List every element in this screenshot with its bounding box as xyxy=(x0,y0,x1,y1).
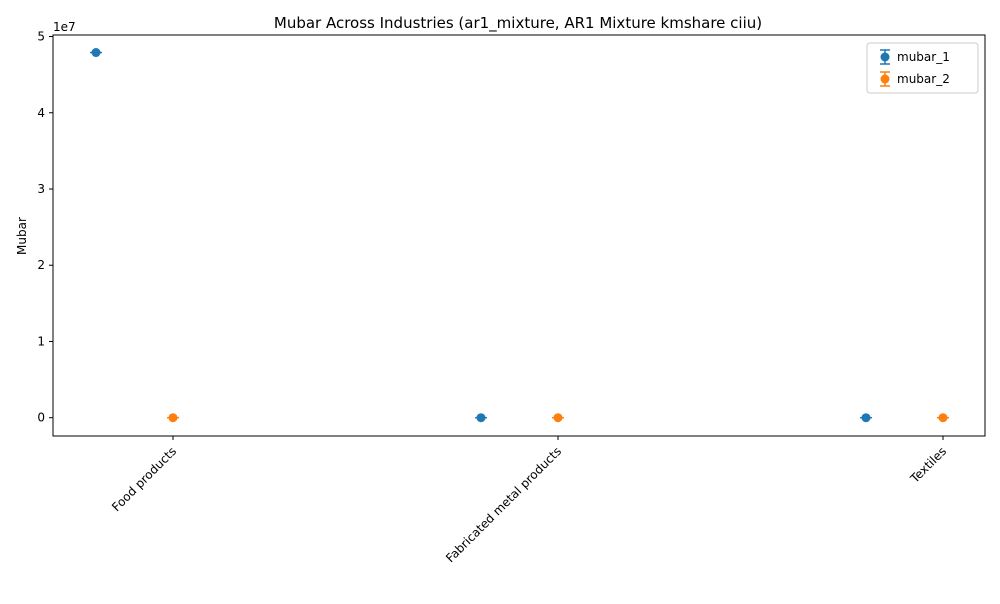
data-point xyxy=(168,413,178,423)
chart-title: Mubar Across Industries (ar1_mixture, AR… xyxy=(274,14,762,33)
series-layer xyxy=(90,48,949,423)
y-tick-label: 0 xyxy=(37,411,45,425)
legend-box xyxy=(866,42,979,94)
data-point xyxy=(861,413,871,423)
y-tick-label: 1 xyxy=(37,334,45,348)
legend-marker xyxy=(880,74,890,84)
y-ticks: 0 1 2 3 4 5 xyxy=(37,30,53,425)
data-point xyxy=(938,413,948,423)
legend-entries: mubar_1 mubar_2 xyxy=(880,49,950,87)
data-point xyxy=(91,48,101,58)
legend-label: mubar_1 xyxy=(897,50,950,64)
y-axis-label: Mubar xyxy=(15,217,29,255)
legend-label: mubar_2 xyxy=(897,72,950,86)
y-tick-label: 3 xyxy=(37,182,45,196)
y-tick-label: 5 xyxy=(37,30,45,44)
plot-area-frame xyxy=(52,34,986,437)
legend: mubar_1 mubar_2 xyxy=(866,42,979,94)
data-point xyxy=(476,413,486,423)
legend-marker xyxy=(880,52,890,62)
y-axis-offset-label: 1e7 xyxy=(53,20,76,34)
y-tick-label: 2 xyxy=(37,258,45,272)
y-tick-label: 4 xyxy=(37,106,45,120)
data-point xyxy=(553,413,563,423)
